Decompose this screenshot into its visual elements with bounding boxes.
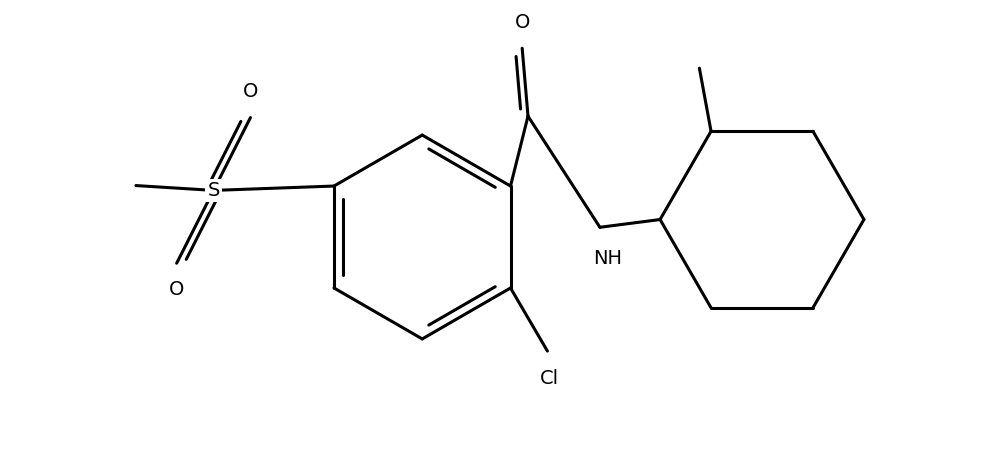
- Text: NH: NH: [593, 249, 622, 268]
- Text: S: S: [208, 181, 220, 200]
- Text: Cl: Cl: [540, 368, 559, 388]
- Text: O: O: [169, 280, 184, 299]
- Text: O: O: [243, 82, 258, 101]
- Text: O: O: [515, 13, 530, 32]
